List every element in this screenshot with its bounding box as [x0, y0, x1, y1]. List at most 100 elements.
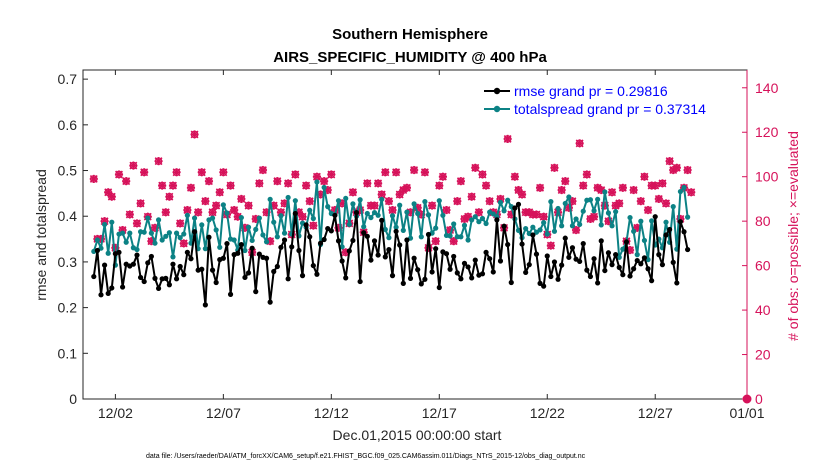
rmse-point [652, 214, 658, 220]
rmse-point [638, 261, 644, 267]
obs-evaluated-marker [456, 177, 465, 186]
legend-box [480, 78, 742, 120]
totalspread-point [620, 246, 626, 252]
rmse-point [184, 249, 190, 255]
rmse-point [393, 228, 399, 234]
totalspread-point [101, 221, 108, 228]
totalspread-point [440, 212, 446, 218]
totalspread-point [627, 214, 633, 221]
rmse-point [404, 237, 410, 243]
totalspread-point [555, 205, 561, 212]
obs-evaluated-marker [298, 212, 307, 221]
rmse-point [173, 276, 180, 282]
obs-evaluated-marker [370, 201, 379, 210]
obs-evaluated-marker [132, 219, 142, 228]
rmse-point [483, 249, 489, 255]
y2-tick-label: 140 [755, 80, 779, 96]
totalspread-point [256, 215, 262, 221]
axis-ticks: 12/02 12/07 12/12 12/17 12/22 12/27 01/0100.10… [58, 70, 779, 421]
totalspread-point [649, 218, 655, 224]
totalspread-point [145, 215, 151, 221]
rmse-point [544, 253, 550, 259]
rmse-point [533, 251, 540, 257]
totalspread-point [242, 247, 248, 254]
totalspread-point [433, 225, 439, 231]
rmse-point [479, 271, 486, 277]
totalspread-point [371, 209, 378, 216]
rmse-point [641, 255, 648, 261]
rmse-point [591, 256, 597, 262]
rmse-point [505, 241, 511, 248]
totalspread-point [451, 221, 457, 227]
obs-evaluated-marker [194, 208, 203, 217]
totalspread-point [562, 200, 568, 207]
rmse-point [332, 212, 338, 218]
rmse-point [577, 258, 583, 265]
obs-evaluated-marker [255, 179, 264, 188]
rmse-point [353, 209, 360, 216]
obs-evaluated-marker [557, 185, 566, 195]
totalspread-point [422, 199, 428, 205]
rmse-point [292, 210, 298, 217]
rmse-point [209, 267, 216, 273]
x-tick-label: 12/27 [638, 405, 673, 421]
rmse-point [181, 272, 187, 278]
obs-evaluated-marker [431, 237, 440, 246]
rmse-point [361, 230, 367, 236]
totalspread-point [177, 235, 183, 241]
obs-evaluated-marker [618, 183, 627, 192]
rmse-point [407, 275, 414, 281]
rmse-point [674, 280, 680, 286]
totalspread-point [523, 225, 529, 232]
obs-evaluated-marker [661, 199, 671, 208]
rmse-point [245, 270, 252, 276]
rmse-point [541, 283, 547, 289]
rmse-point [598, 238, 604, 244]
rmse-point [105, 290, 111, 297]
rmse-point [605, 250, 612, 256]
obs-evaluated-marker [589, 212, 599, 221]
rmse-point [587, 273, 594, 280]
totalspread-point [479, 215, 486, 222]
rmse-point [555, 276, 561, 282]
y-tick-label: 0.1 [58, 345, 78, 361]
obs-evaluated-marker [107, 192, 116, 201]
rmse-point [451, 253, 457, 260]
legend-spread-marker [493, 105, 501, 113]
rmse-point [523, 269, 529, 276]
obs-evaluated-marker [186, 183, 196, 192]
rmse-point [350, 237, 356, 244]
rmse-point [191, 229, 198, 235]
obs-evaluated-marker [312, 172, 322, 181]
totalspread-point [641, 237, 648, 244]
totalspread-point [461, 222, 468, 228]
legend-rmse-marker [493, 87, 501, 95]
rmse-point [256, 251, 262, 257]
rmse-point [177, 263, 183, 270]
rmse-point [202, 302, 208, 308]
rmse-point [526, 262, 532, 268]
chart-title: Southern Hemisphere [332, 26, 488, 43]
rmse-point [461, 260, 468, 266]
x-tick-label: 01/01 [729, 405, 764, 421]
obs-evaluated-marker [550, 163, 559, 172]
totalspread-point [170, 254, 176, 260]
rmse-point [418, 281, 424, 287]
series-lines [91, 179, 691, 308]
obs-evaluated-marker [643, 205, 653, 215]
rmse-point [447, 266, 453, 272]
totalspread-point [551, 228, 558, 234]
rmse-point [551, 259, 558, 265]
totalspread-point [375, 212, 381, 218]
rmse-point [346, 248, 352, 254]
obs-evaluated-marker [636, 197, 645, 206]
totalspread-point [580, 208, 586, 214]
totalspread-point [458, 234, 464, 240]
rmse-point [634, 257, 640, 264]
obs-evaluated-marker [384, 197, 393, 206]
obs-evaluated-marker [435, 181, 444, 190]
totalspread-point [541, 220, 547, 226]
rmse-point [130, 261, 136, 267]
rmse-point [145, 260, 151, 266]
rmse-point [281, 237, 288, 243]
